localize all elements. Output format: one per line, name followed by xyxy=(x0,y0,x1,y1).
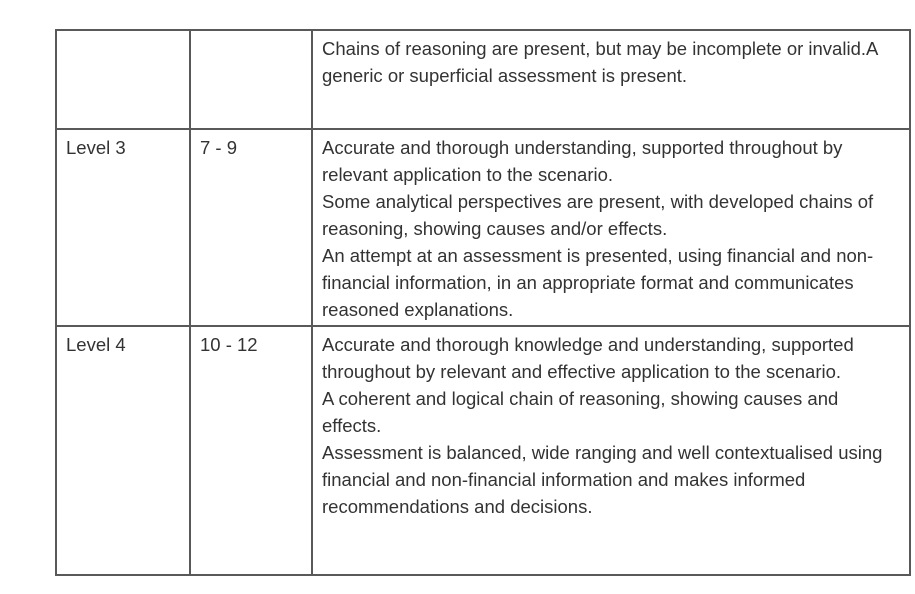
table-row: Level 4 10 - 12 Accurate and thorough kn… xyxy=(55,325,911,576)
marks-cell: 7 - 9 xyxy=(189,128,313,327)
level-cell: Level 3 xyxy=(55,128,191,327)
table-row: Chains of reasoning are present, but may… xyxy=(55,29,911,130)
description-cell: Accurate and thorough understanding, sup… xyxy=(311,128,911,327)
level-cell xyxy=(55,29,191,130)
description-cell: Accurate and thorough knowledge and unde… xyxy=(311,325,911,576)
description-cell: Chains of reasoning are present, but may… xyxy=(311,29,911,130)
mark-scheme-levels-table: Chains of reasoning are present, but may… xyxy=(55,29,911,576)
level-cell: Level 4 xyxy=(55,325,191,576)
table-row: Level 3 7 - 9 Accurate and thorough unde… xyxy=(55,128,911,327)
marks-cell xyxy=(189,29,313,130)
marks-cell: 10 - 12 xyxy=(189,325,313,576)
